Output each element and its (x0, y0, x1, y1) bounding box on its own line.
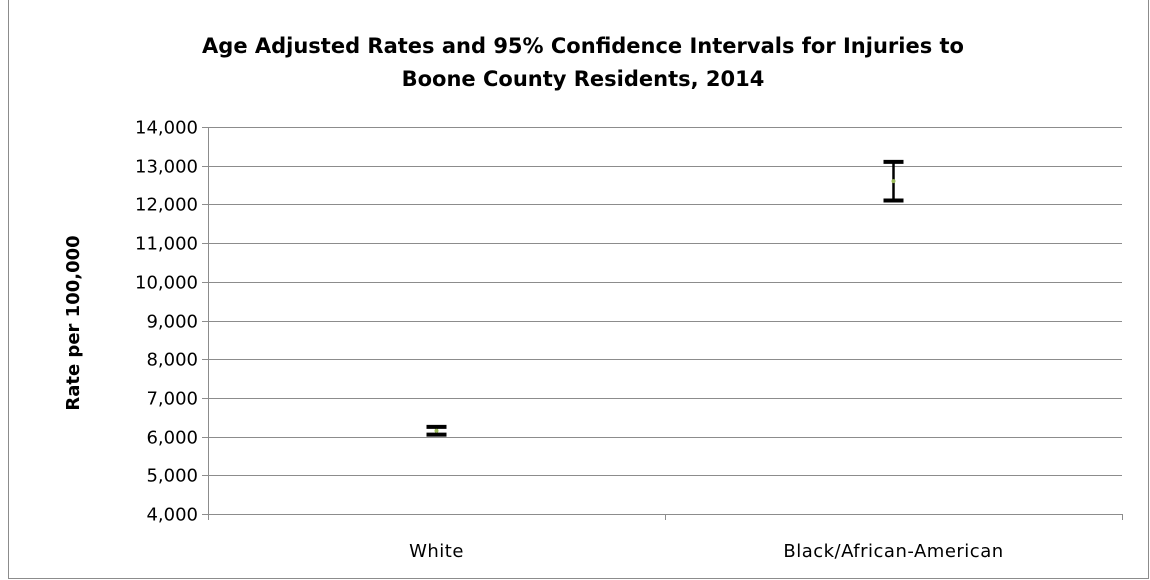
y-tick-label: 13,000 (135, 157, 198, 178)
axes (202, 127, 1123, 520)
gridlines (208, 127, 1122, 476)
y-tick-label: 6,000 (146, 428, 198, 449)
y-tick-label: 8,000 (146, 350, 198, 371)
data-point (434, 428, 439, 433)
y-tick-label: 10,000 (135, 273, 198, 294)
x-category-label: Black/African-American (783, 541, 1003, 562)
data-point (891, 179, 896, 184)
y-tick-label: 9,000 (146, 312, 198, 333)
chart-frame (8, 0, 1149, 579)
data-marks (426, 159, 904, 437)
y-tick-label: 11,000 (135, 234, 198, 255)
y-tick-label: 7,000 (146, 389, 198, 410)
chart-title-line-2: Boone County Residents, 2014 (402, 67, 765, 91)
y-axis-title: Rate per 100,000 (63, 235, 84, 410)
y-tick-label: 5,000 (146, 466, 198, 487)
chart-title-line-1: Age Adjusted Rates and 95% Confidence In… (202, 34, 964, 58)
y-tick-label: 12,000 (135, 195, 198, 216)
y-tick-labels: 4,000 5,000 6,000 7,000 8,000 9,000 10,000 11,0… (135, 118, 198, 526)
y-tick-label: 14,000 (135, 118, 198, 139)
x-category-label: White (409, 541, 464, 562)
x-category-labels: White Black/African-American (409, 541, 1003, 562)
y-tick-label: 4,000 (146, 505, 198, 526)
